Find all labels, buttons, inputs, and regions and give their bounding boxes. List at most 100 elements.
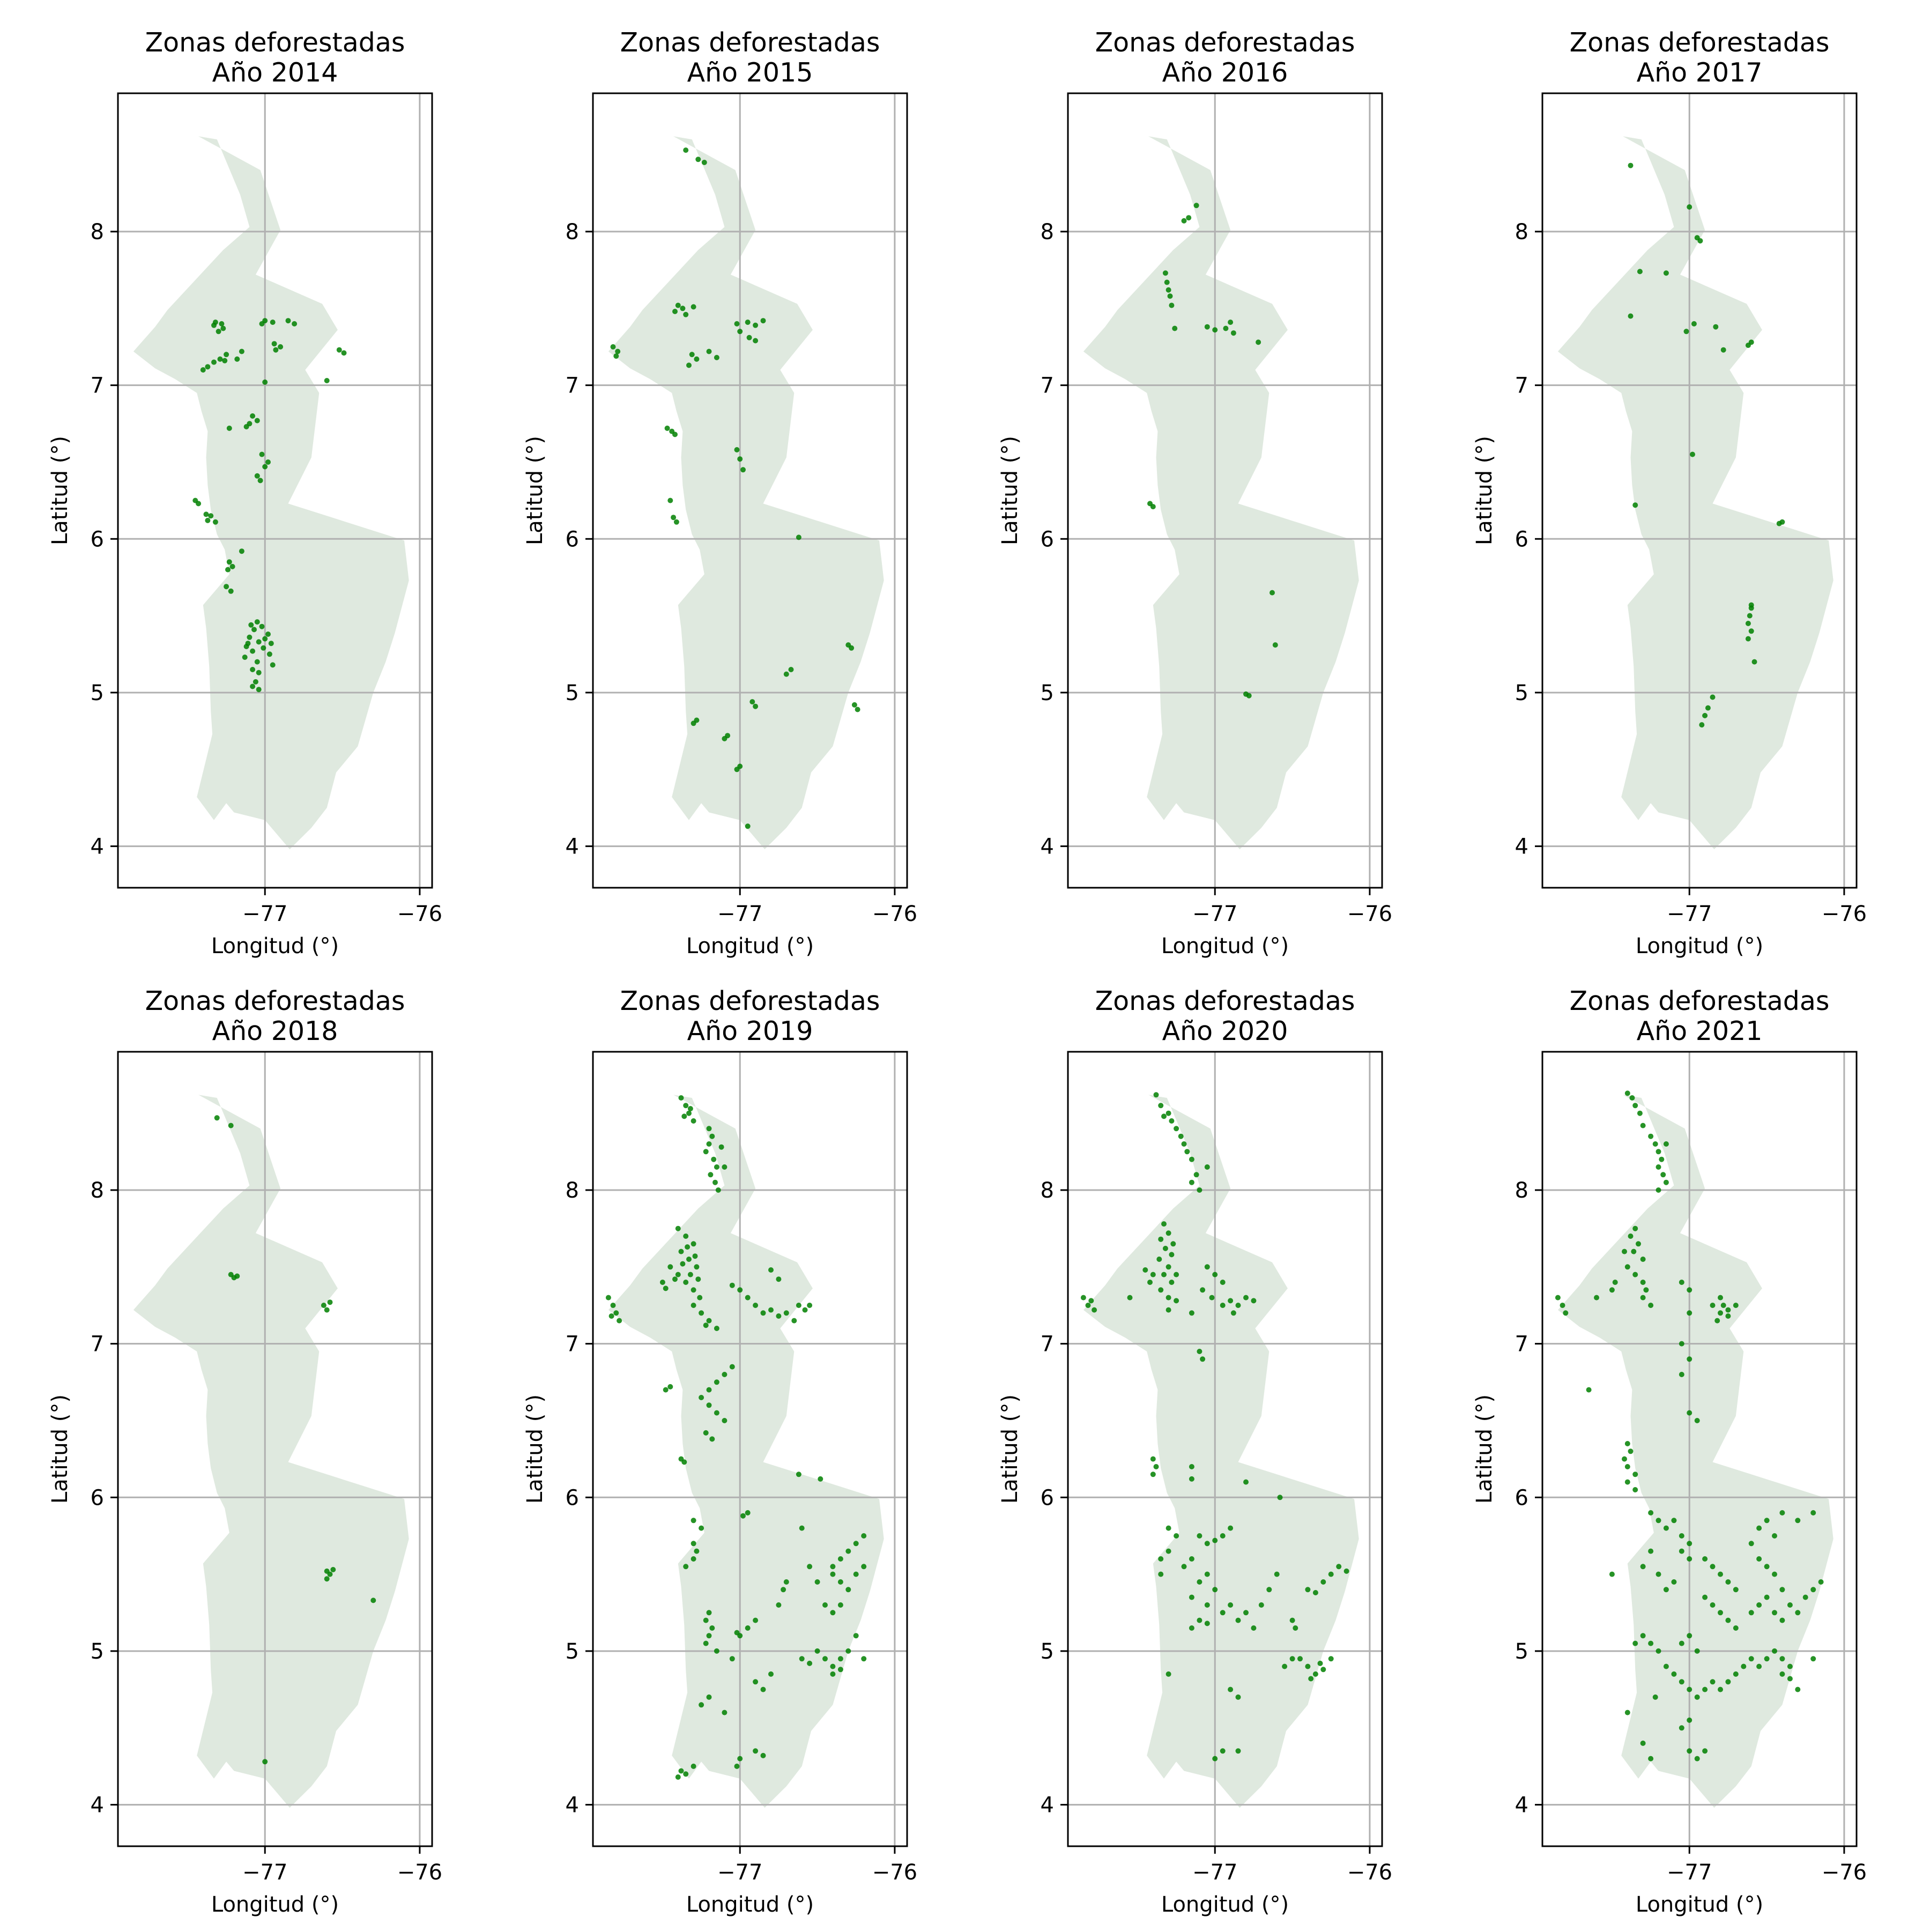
scatter-point: [675, 302, 681, 308]
scatter-point: [691, 1118, 696, 1124]
scatter-point: [1197, 1579, 1202, 1585]
scatter-point: [1320, 1667, 1326, 1673]
scatter-point: [776, 1276, 782, 1282]
scatter-point: [1235, 1303, 1241, 1308]
scatter-point: [370, 1597, 376, 1603]
scatter-point: [814, 1579, 820, 1585]
scatter-point: [830, 1610, 836, 1616]
scatter-point: [1640, 1740, 1646, 1746]
scatter-point: [250, 648, 256, 654]
scatter-point: [1745, 343, 1751, 348]
scatter-point: [1088, 1298, 1094, 1304]
scatter-point: [1158, 1571, 1164, 1577]
y-axis-label: Latitud (°): [1472, 1394, 1497, 1504]
plot-area: [593, 1052, 907, 1846]
scatter-point: [1659, 1156, 1665, 1162]
scatter-point: [341, 350, 347, 356]
scatter-point: [672, 309, 678, 314]
scatter-point: [1204, 324, 1210, 330]
scatter-point: [1733, 1587, 1739, 1593]
y-tick-label: 5: [91, 681, 104, 705]
y-tick-label: 8: [1515, 220, 1528, 244]
scatter-point: [1710, 1303, 1716, 1308]
scatter-point: [610, 344, 616, 350]
x-axis-label: Longitud (°): [686, 1892, 814, 1917]
scatter-point: [1266, 1587, 1272, 1593]
scatter-point: [1150, 504, 1156, 510]
scatter-point: [714, 1164, 719, 1170]
scatter-point: [703, 1149, 709, 1155]
scatter-point: [1756, 1663, 1762, 1669]
scatter-point: [745, 1295, 751, 1301]
y-tick-label: 5: [566, 681, 579, 705]
scatter-point: [1702, 712, 1708, 718]
scatter-point: [822, 1656, 828, 1662]
scatter-point: [256, 670, 262, 675]
scatter-point: [219, 321, 225, 326]
scatter-point: [1663, 1141, 1669, 1147]
scatter-point: [1663, 1587, 1669, 1593]
scatter-point: [703, 1617, 709, 1623]
chart-title-line: Zonas deforestadas: [1570, 27, 1830, 58]
scatter-point: [224, 352, 229, 358]
scatter-point: [1636, 1241, 1641, 1247]
scatter-point: [1741, 1663, 1747, 1669]
scatter-point: [217, 356, 223, 362]
scatter-point: [1197, 1187, 1202, 1193]
scatter-point: [740, 1513, 746, 1519]
scatter-point: [683, 1771, 689, 1777]
scatter-point: [737, 1756, 743, 1762]
scatter-point: [686, 1257, 692, 1262]
scatter-point: [695, 157, 701, 162]
scatter-point: [1640, 1123, 1646, 1128]
scatter-point: [1172, 325, 1178, 331]
scatter-point: [683, 1280, 689, 1285]
scatter-point: [687, 1106, 693, 1112]
scatter-point: [1787, 1663, 1793, 1669]
scatter-point: [830, 1663, 836, 1669]
scatter-point: [1563, 1310, 1569, 1316]
scatter-point: [749, 699, 755, 705]
scatter-point: [740, 467, 746, 473]
scatter-point: [1702, 1686, 1708, 1692]
scatter-point: [845, 1587, 851, 1593]
scatter-point: [1150, 1472, 1156, 1477]
scatter-point: [1679, 1548, 1684, 1554]
x-tick-label: −77: [242, 1860, 287, 1885]
scatter-point: [1779, 1587, 1785, 1593]
scatter-point: [1258, 1602, 1264, 1608]
scatter-point: [781, 1587, 786, 1593]
scatter-point: [1697, 238, 1703, 244]
scatter-point: [729, 1656, 735, 1662]
scatter-point: [1586, 1387, 1592, 1393]
scatter-point: [1795, 1518, 1801, 1524]
scatter-point: [1256, 339, 1261, 345]
scatter-point: [1272, 642, 1278, 648]
scatter-point: [1663, 1525, 1669, 1531]
scatter-point: [1671, 1671, 1677, 1677]
scatter-point: [714, 1410, 719, 1416]
scatter-point: [1220, 1280, 1226, 1285]
scatter-point: [250, 683, 256, 689]
scatter-point: [722, 1372, 728, 1377]
scatter-point: [714, 355, 719, 360]
scatter-point: [1166, 1110, 1171, 1116]
scatter-point: [1679, 1341, 1684, 1347]
scatter-point: [1810, 1656, 1816, 1662]
scatter-point: [1085, 1303, 1091, 1308]
chart-title-line: Año 2017: [1637, 57, 1763, 88]
plot-area: [1542, 93, 1857, 888]
scatter-point: [689, 352, 695, 358]
x-tick-label: −76: [397, 902, 442, 926]
scatter-point: [1181, 1141, 1187, 1147]
scatter-point: [1640, 1257, 1646, 1262]
scatter-point: [692, 1253, 698, 1259]
scatter-point: [1153, 1464, 1159, 1469]
scatter-point: [691, 1303, 696, 1308]
x-tick-label: −77: [1192, 1860, 1237, 1885]
scatter-point: [1251, 1625, 1257, 1631]
scatter-point: [796, 1303, 801, 1308]
scatter-point: [330, 1567, 336, 1572]
panel: −77 −76 4 5 6 7 8 Longitud (°) Latitud (°) Zonas …: [1472, 27, 1867, 958]
